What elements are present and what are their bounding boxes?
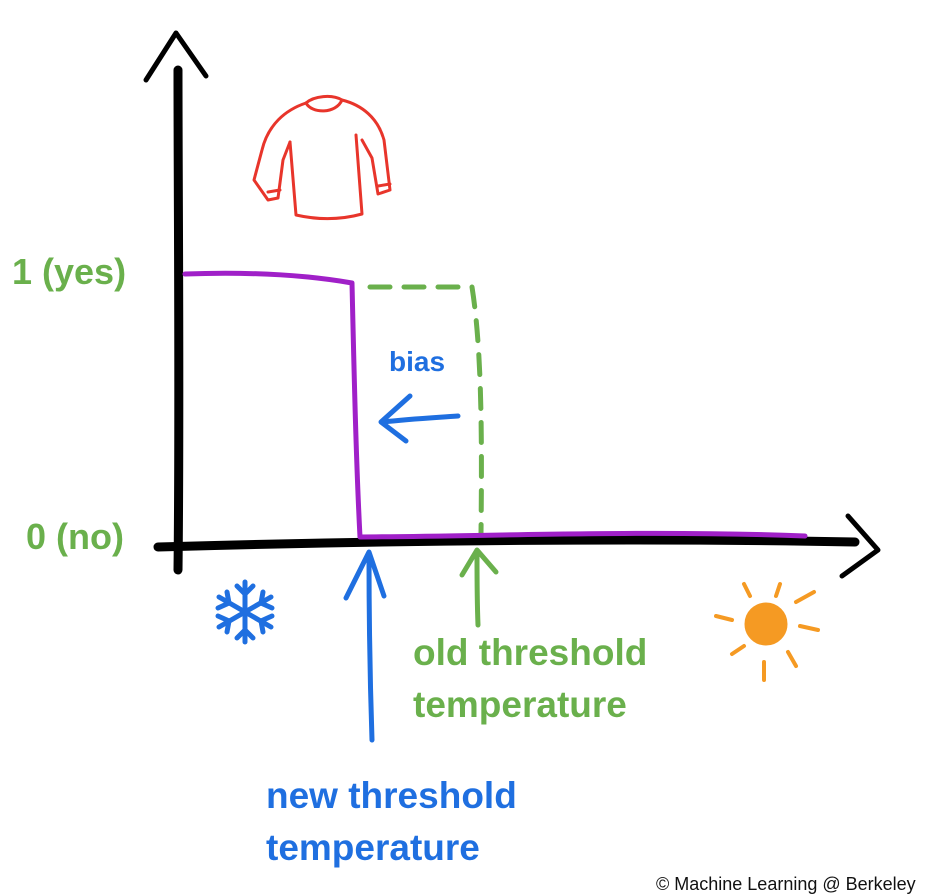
- old-threshold-label-line1: old threshold: [413, 632, 648, 673]
- new-threshold-step: [182, 270, 808, 540]
- axis-arrowheads: [143, 30, 881, 579]
- x-axis-arrowhead: [839, 513, 881, 579]
- x-axis: [153, 535, 860, 552]
- y-axis-arrowhead: [143, 30, 209, 83]
- y-axis: [173, 65, 184, 575]
- y-label-no: 0 (no): [26, 516, 124, 557]
- sun-icon: [714, 582, 820, 682]
- y-label-yes: 1 (yes): [12, 251, 127, 292]
- axes: [153, 65, 860, 575]
- old-threshold-arrow: [459, 547, 499, 628]
- old-threshold-label-line2: temperature: [413, 684, 627, 725]
- old-threshold-step: [367, 284, 484, 537]
- new-threshold-arrow: [343, 549, 387, 743]
- new-threshold-label-line2: temperature: [266, 827, 480, 868]
- sweater-icon: [252, 94, 392, 221]
- snowflake-icon: [215, 579, 275, 645]
- new-threshold-label-line1: new threshold: [266, 775, 517, 816]
- bias-arrow: [378, 393, 461, 444]
- copyright-notice: © Machine Learning @ Berkeley: [656, 874, 916, 894]
- bias-label: bias: [389, 346, 446, 377]
